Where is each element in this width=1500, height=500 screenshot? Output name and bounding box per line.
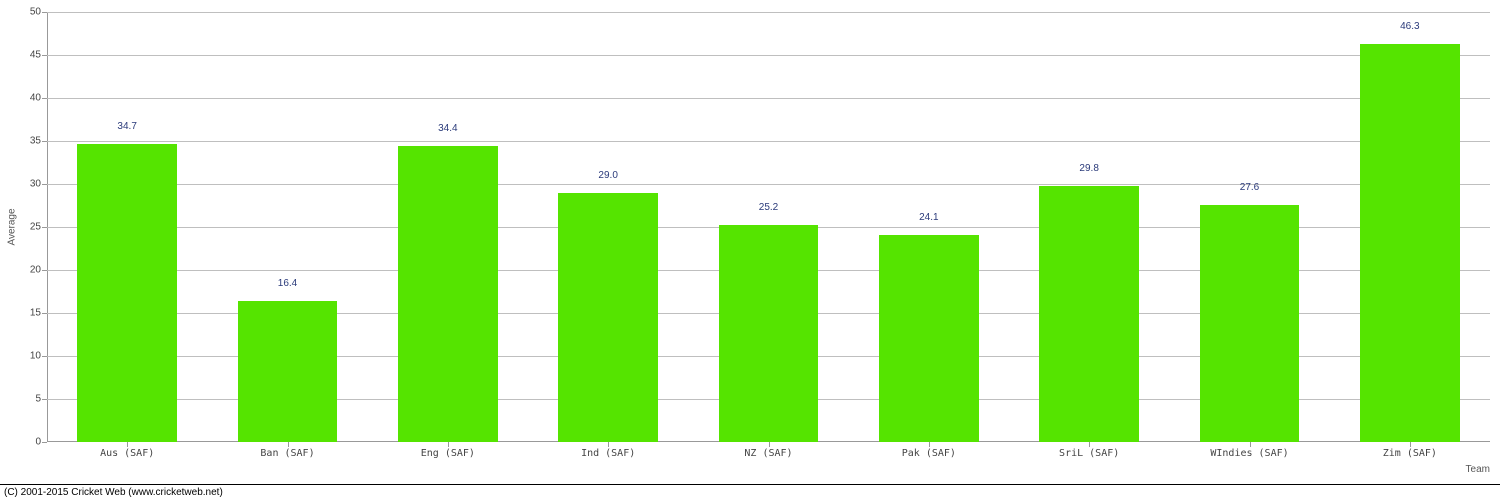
bar	[1039, 186, 1138, 442]
x-tick-label: WIndies (SAF)	[1210, 442, 1288, 459]
bar	[879, 235, 978, 442]
y-tick-label: 40	[30, 93, 47, 104]
bar	[1200, 205, 1299, 442]
chart-container: 0 5 10 15 20 25 30 35 40 45 50 34.7 Aus (SAF) 16.4 Ban…	[0, 0, 1500, 500]
x-tick-label: Ban (SAF)	[260, 442, 314, 459]
bar-value-label: 29.0	[598, 170, 617, 181]
x-axis-title: Team	[1466, 464, 1490, 475]
bar-value-label: 46.3	[1400, 21, 1419, 32]
bar	[77, 144, 176, 442]
plot-area: 0510152025303540455034.7Aus (SAF)16.4Ban…	[47, 12, 1490, 442]
footer-copyright: (C) 2001-2015 Cricket Web (www.cricketwe…	[4, 487, 223, 498]
y-tick-label: 0	[35, 437, 47, 448]
y-tick-label: 20	[30, 265, 47, 276]
y-tick-label: 25	[30, 222, 47, 233]
y-tick-label: 15	[30, 308, 47, 319]
bar	[238, 301, 337, 442]
bar	[1360, 44, 1459, 442]
bar-value-label: 25.2	[759, 202, 778, 213]
x-tick-label: Ind (SAF)	[581, 442, 635, 459]
x-tick-label: SriL (SAF)	[1059, 442, 1119, 459]
x-tick-label: NZ (SAF)	[744, 442, 792, 459]
y-tick-label: 10	[30, 351, 47, 362]
y-gridline	[47, 184, 1490, 185]
bar-value-label: 34.4	[438, 123, 457, 134]
bar-value-label: 34.7	[117, 121, 136, 132]
y-gridline	[47, 55, 1490, 56]
y-tick-label: 5	[35, 394, 47, 405]
bar	[719, 225, 818, 442]
x-tick-label: Aus (SAF)	[100, 442, 154, 459]
y-gridline	[47, 98, 1490, 99]
bar-value-label: 27.6	[1240, 182, 1259, 193]
x-tick-label: Zim (SAF)	[1383, 442, 1437, 459]
y-axis-title: Average	[7, 208, 18, 245]
y-gridline	[47, 12, 1490, 13]
y-tick-label: 30	[30, 179, 47, 190]
y-tick-label: 35	[30, 136, 47, 147]
y-tick-label: 50	[30, 7, 47, 18]
y-tick-label: 45	[30, 50, 47, 61]
bar-value-label: 16.4	[278, 278, 297, 289]
x-tick-label: Pak (SAF)	[902, 442, 956, 459]
bar	[558, 193, 657, 442]
footer-divider	[0, 484, 1500, 485]
x-tick-label: Eng (SAF)	[421, 442, 475, 459]
bar	[398, 146, 497, 442]
bar-value-label: 29.8	[1079, 163, 1098, 174]
bar-value-label: 24.1	[919, 212, 938, 223]
y-gridline	[47, 141, 1490, 142]
